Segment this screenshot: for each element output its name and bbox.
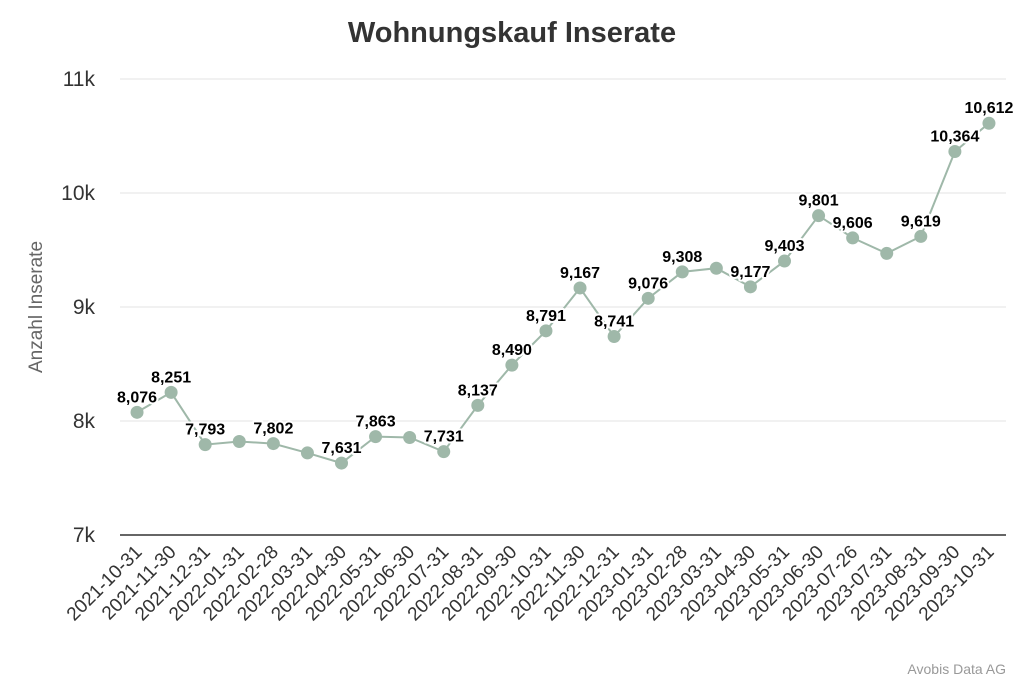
data-label: 9,076 [628,275,668,292]
data-label: 7,802 [253,421,293,438]
data-point [471,398,485,412]
data-label: 7,731 [424,429,464,446]
data-point [266,437,280,451]
data-point [675,265,689,279]
data-point [198,438,212,452]
y-tick-label: 9k [73,296,96,319]
data-label: 8,076 [117,389,157,406]
data-point [914,229,928,243]
credit-text: Avobis Data AG [907,661,1006,677]
data-label: 7,793 [185,422,225,439]
y-tick-label: 11k [63,68,96,91]
y-tick-label: 8k [73,410,96,433]
data-label: 9,177 [730,264,770,281]
y-axis-ticks: 7k 8k 9k 10k 11k [61,68,95,547]
data-point [778,254,791,268]
data-label: 9,801 [799,193,839,210]
grid-lines [120,78,1006,536]
data-point [232,435,246,449]
data-point [539,324,553,338]
data-label: 10,364 [930,129,979,146]
data-point [709,261,723,275]
data-point [335,456,348,470]
data-label: 8,251 [151,369,191,386]
data-point [300,446,314,460]
data-label: 8,137 [458,382,498,399]
data-point [573,281,587,295]
data-label: 9,606 [833,215,873,232]
data-point [846,231,860,245]
y-tick-label: 10k [61,182,95,205]
data-label: 10,612 [964,100,1013,117]
data-label: 9,308 [662,249,702,266]
data-label: 7,631 [321,440,361,457]
data-label: 8,791 [526,308,566,325]
data-point [369,430,383,444]
data-point [403,431,417,445]
y-axis-label: Anzahl Inserate [26,241,47,373]
data-point [982,116,996,130]
data-point [164,385,178,399]
data-label: 8,490 [492,342,532,359]
data-point [743,280,757,294]
series-polyline [136,122,990,465]
data-point [641,291,655,305]
chart-title: Wohnungskauf Inserate [348,17,676,49]
data-label: 9,403 [764,238,804,255]
data-point [437,445,451,459]
data-label: 9,619 [901,213,941,230]
data-point [812,209,826,223]
data-point [948,145,962,159]
data-point [607,330,621,344]
data-label: 9,167 [560,265,600,282]
data-point [505,358,519,372]
data-labels: 8,076 8,251 7,793 7,802 7,631 7,863 7,731 8,137… [115,98,1016,459]
series-line [130,116,996,470]
y-tick-label: 7k [73,524,96,547]
data-point [880,246,894,260]
data-label: 8,741 [594,314,634,331]
data-label: 7,863 [356,414,396,431]
data-point [130,405,144,419]
x-axis-ticks: 2021-10-312021-11-302021-12-312022-01-31… [63,542,999,626]
